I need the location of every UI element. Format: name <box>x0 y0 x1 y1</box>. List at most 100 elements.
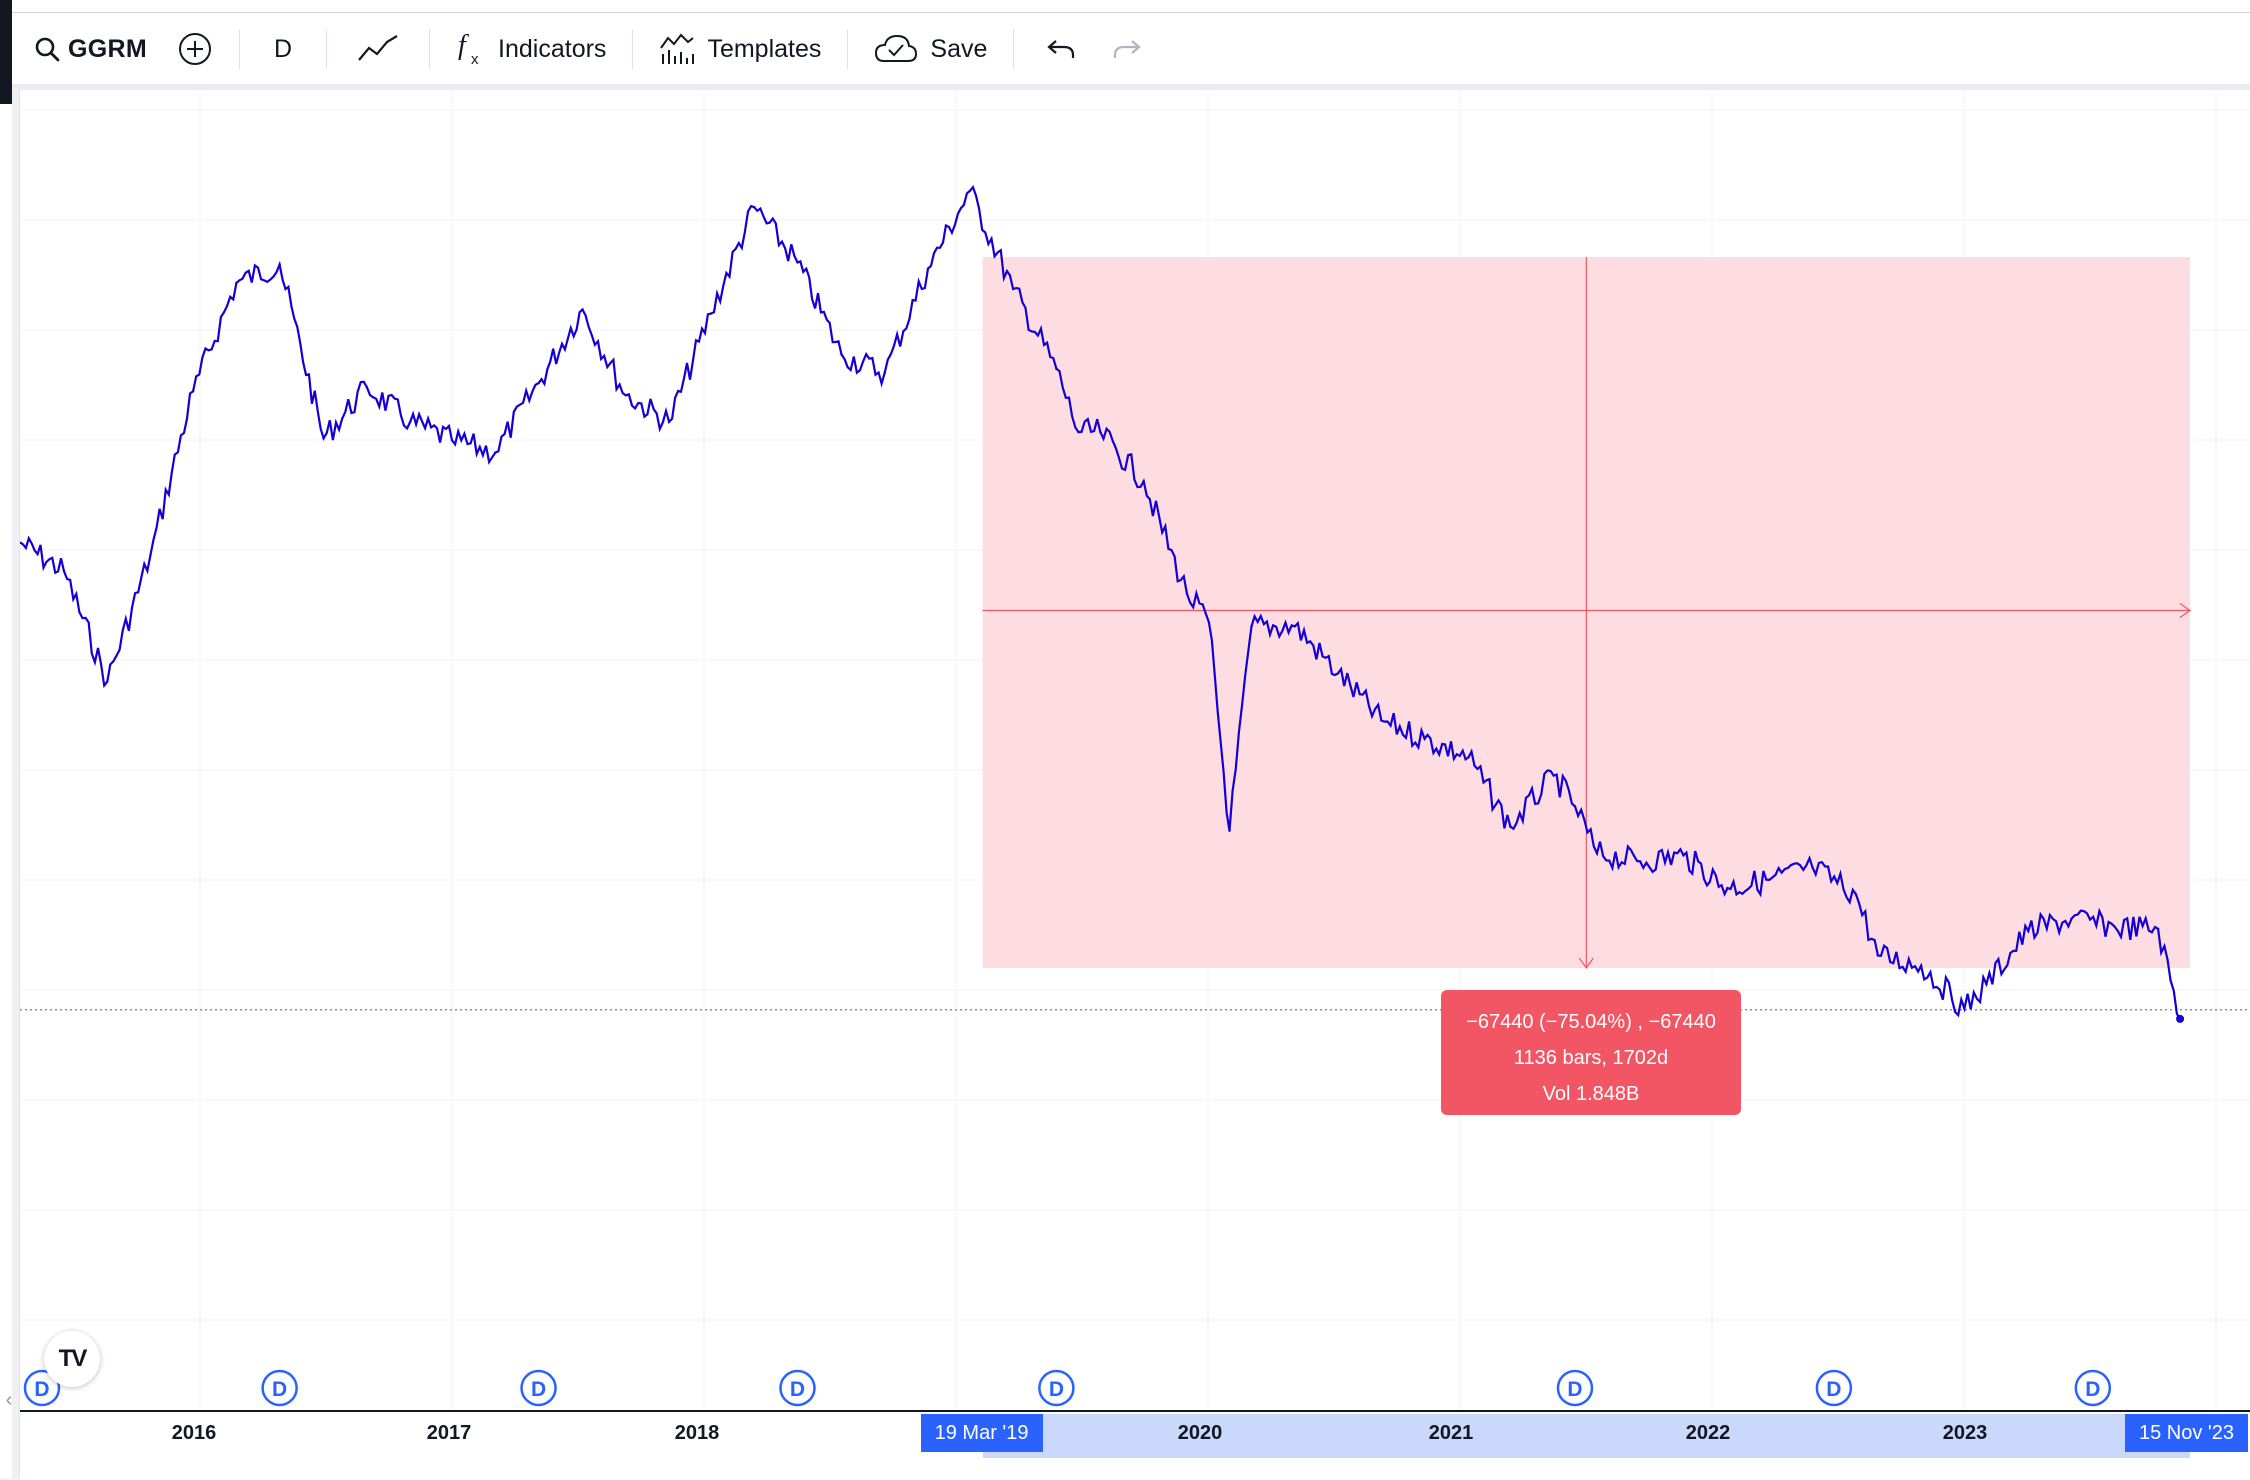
price-point <box>1011 287 1015 291</box>
time-range-highlight <box>982 1414 2190 1458</box>
tradingview-logo[interactable]: TV <box>44 1331 100 1387</box>
price-point <box>1099 430 1102 434</box>
year-label-2020: 2020 <box>1177 1422 1223 1444</box>
price-point <box>1811 866 1814 869</box>
toolbar-divider <box>326 29 328 69</box>
price-point <box>968 189 972 193</box>
indicators-label: Indicators <box>498 34 607 63</box>
templates-label: Templates <box>707 34 822 63</box>
toolbar-bottom-border <box>12 84 2250 90</box>
toolbar-divider <box>1013 29 1015 69</box>
price-point <box>1293 625 1296 628</box>
price-point <box>537 381 540 385</box>
templates-button[interactable]: Templates <box>643 21 837 77</box>
last-price-dot <box>2176 1014 2185 1023</box>
dividend-marker[interactable]: D <box>779 1369 816 1407</box>
price-point <box>926 267 930 270</box>
interval-label: D <box>273 34 293 63</box>
logo-text: TV <box>58 1345 88 1372</box>
price-point <box>408 420 412 424</box>
price-point <box>450 439 454 442</box>
price-point <box>2027 929 2030 933</box>
price-point <box>1919 964 1923 967</box>
interval-button[interactable]: D <box>250 21 316 77</box>
price-point <box>753 206 756 209</box>
chart-type-button[interactable] <box>337 21 419 77</box>
price-point <box>1380 719 1383 722</box>
compare-symbol-button[interactable] <box>161 21 229 77</box>
collapse-left-panel-icon[interactable]: ‹ <box>5 1389 13 1411</box>
price-point <box>709 312 713 315</box>
price-point <box>2113 925 2117 929</box>
dividend-marker-label: D <box>2085 1378 2100 1401</box>
price-point <box>235 281 238 285</box>
price-point <box>1768 878 1771 882</box>
measure-change-text: −67440 (−75.04%) , −67440 <box>1466 1011 1716 1033</box>
dividend-marker-label: D <box>34 1378 49 1401</box>
time-axis[interactable]: 2016 2017 2018 20 2020 2021 2022 2023 19… <box>20 1410 2250 1480</box>
price-point <box>2156 927 2160 931</box>
price-points <box>20 189 2182 1021</box>
price-point <box>494 451 497 454</box>
price-point <box>1726 886 1729 890</box>
price-point <box>1250 625 1253 628</box>
cloud-save-icon <box>874 33 918 65</box>
undo-icon <box>1046 37 1076 61</box>
measure-bars-text: 1136 bars, 1702d <box>1513 1047 1669 1069</box>
chart-style-line-icon <box>357 34 399 64</box>
arrow-down-icon <box>1578 957 1594 970</box>
price-point <box>1985 982 1988 986</box>
dividend-marker[interactable]: D <box>23 1369 61 1407</box>
undo-button[interactable] <box>1024 21 1098 77</box>
dividend-marker-label: D <box>531 1378 546 1401</box>
price-point <box>1682 854 1685 857</box>
redo-button[interactable] <box>1098 21 1156 77</box>
symbol-search-button[interactable]: GGRM <box>12 21 161 77</box>
save-label: Save <box>930 34 988 63</box>
toolbar-divider <box>238 29 240 69</box>
price-point <box>1639 860 1642 863</box>
price-point <box>796 261 799 264</box>
year-label-2021: 2021 <box>1428 1422 1474 1444</box>
dividend-marker[interactable]: D <box>520 1369 557 1407</box>
price-point <box>581 308 584 311</box>
range-start-date: 19 Mar '19 <box>920 1414 1043 1452</box>
svg-text:x: x <box>471 51 479 68</box>
arrow-right-icon <box>2179 603 2192 618</box>
price-point <box>667 420 671 424</box>
price-point <box>1423 737 1426 740</box>
dividend-marker[interactable]: D <box>1815 1369 1853 1407</box>
price-series-line <box>20 185 2182 1020</box>
price-point <box>1963 1007 1966 1010</box>
dividend-marker-label: D <box>1567 1378 1582 1401</box>
year-label-2022: 2022 <box>1685 1422 1731 1444</box>
price-point <box>624 394 628 397</box>
templates-icon <box>659 32 695 66</box>
toolbar-divider <box>429 29 431 69</box>
price-point <box>1207 621 1211 624</box>
price-point <box>2070 917 2073 920</box>
dividend-marker[interactable]: D <box>1556 1369 1594 1407</box>
year-label-2017: 2017 <box>426 1422 472 1444</box>
price-point <box>1077 430 1080 434</box>
dividend-marker[interactable]: D <box>1038 1369 1075 1407</box>
price-point <box>1336 672 1340 675</box>
price-point <box>1055 367 1058 370</box>
svg-text:f: f <box>458 30 469 61</box>
search-icon <box>34 36 60 62</box>
dividend-marker[interactable]: D <box>261 1369 298 1407</box>
dividend-marker-label: D <box>1049 1378 1064 1401</box>
year-label-2023: 2023 <box>1942 1422 1988 1444</box>
price-point <box>883 371 886 375</box>
price-point <box>1876 954 1880 957</box>
dividend-marker[interactable]: D <box>2074 1369 2112 1407</box>
price-point <box>106 680 109 683</box>
price-point <box>365 385 369 389</box>
price-point <box>1509 825 1512 828</box>
window-top-border <box>12 0 2250 13</box>
save-button[interactable]: Save <box>858 21 1003 77</box>
